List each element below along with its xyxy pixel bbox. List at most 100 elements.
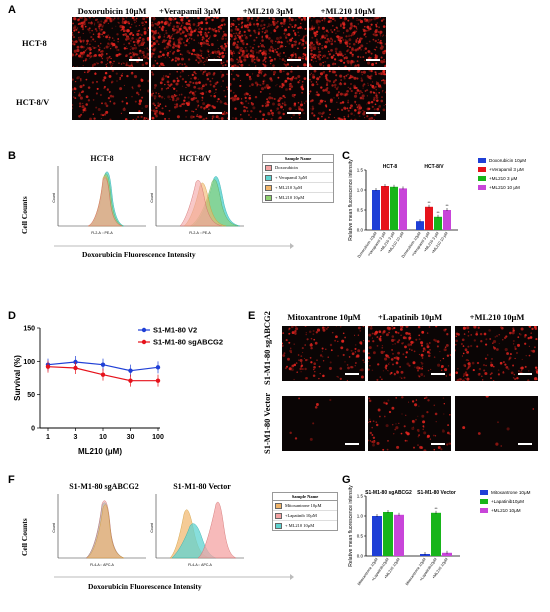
legend-swatch [275,502,282,509]
data-point [73,365,78,371]
legend-label: +ML210 10 μM [489,185,520,190]
panel-f-title-1: S1-M1-80 Vector [173,482,231,491]
significance-label: ** [427,200,431,205]
y-tick-label: 0.5 [357,208,364,213]
legend-swatch [478,185,486,190]
scale-bar [345,443,359,445]
panel-f-histogram-0: FL4-A :: APC-A Count [52,494,146,567]
y-tick-label: 1.0 [357,188,364,193]
panel-letter-c: C [342,150,350,162]
legend-swatch [265,184,272,191]
panel-a-col-0: Doxorubicin 10μM [77,6,147,16]
panel-letter-g: G [342,474,351,486]
legend-label: Mitoxantrone 10μM [285,503,322,508]
panel-e-col-1: +Lapatinib 10μM [377,312,443,322]
legend-label: Doxorubicin [275,165,298,170]
panel-a-image-0-1 [151,17,228,67]
significance-label: ** [434,506,438,511]
bar [399,188,407,230]
panel-letter-d: D [8,310,16,322]
panel-a-col-2: +ML210 3μM [242,6,294,16]
panel-e-image-0-1 [368,326,451,381]
y-axis-label: Survival (%) [13,355,22,401]
group-label: HCT-8 [383,164,398,170]
scale-bar [518,373,532,375]
panel-a-image-1-1 [151,70,228,120]
panel-a-row-1: HCT-8/V [16,97,50,107]
panel-f-histogram-1: FL4-A :: APC-A Count [150,494,244,567]
panel-a-image-0-2 [230,17,307,67]
scale-bar [129,59,143,61]
panel-f-title-0: S1-M1-80 sgABCG2 [69,482,139,491]
legend-swatch [478,176,486,181]
x-tick-label: 30 [127,434,135,441]
y-tick-label: 0 [31,426,35,433]
panel-b-legend: Sample Name Doxorubicin + Verapamil 3μM + … [262,154,334,203]
panel-a-image-0-0 [72,17,149,67]
bar [443,210,451,230]
panel-f-legend-item: Mitoxantrone 10μM [273,501,337,511]
scale-bar [431,443,445,445]
bar [372,516,382,556]
panel-f-axis-y-1: Count [150,523,154,532]
bar [390,186,398,230]
panel-b-title-1: HCT-8/V [179,154,211,163]
panel-b-legend-item: + ML210 3μM [263,183,333,193]
y-tick-label: 0.5 [357,534,364,539]
legend-label: S1-M1-80 V2 [153,326,197,335]
y-axis-label: Relative mean fluorescence intensity [348,159,354,241]
group-label: S1-M1-80 sgABCG2 [365,490,412,496]
panel-b-histogram-1: FL2-A :: PE-A Count [150,166,244,235]
bar [381,186,389,230]
legend-swatch [478,158,486,163]
panel-e-image-0-2 [455,326,538,381]
data-point [100,372,106,377]
significance-label: ** [445,203,449,208]
panel-e-image-0-0 [282,326,365,381]
panel-b-axis-y-0: Count [52,193,56,202]
group-label: HCT-8/V [424,164,444,170]
scale-bar [129,112,143,114]
scale-bar [345,373,359,375]
bar [442,552,452,556]
legend-marker [141,327,147,333]
legend-label: +Verapamil 3 μM [489,167,524,172]
legend-label: +Lapatinib10μM [491,499,524,504]
panel-a-row-0: HCT-8 [22,38,47,48]
panel-f-ylabel: Cell Counts [20,518,29,556]
panel-b-axis-y-1: Count [150,193,154,202]
bar [434,216,442,230]
panel-letter-a: A [8,4,16,16]
legend-label: +Lapatinib 10μM [285,513,317,518]
panel-e-col-2: +ML210 10μM [469,312,525,322]
panel-b-axis-x-0: FL2-A :: PE-A [91,231,113,235]
legend-label: +ML210 10μM [491,508,521,513]
panel-f-xlabel: Doxorubicin Fluorescence Intensity [88,582,202,591]
panel-a-col-1: +Verapamil 3μM [159,6,221,16]
bar [372,190,380,230]
panel-f-axis-y-0: Count [52,523,56,532]
panel-e-row-1: S1-M1-80 Vector [262,392,272,454]
panel-b-legend-item: Doxorubicin [263,163,333,173]
x-tick-label: 1 [46,434,50,441]
legend-swatch [480,490,488,495]
panel-f-axis-x-0: FL4-A :: APC-A [90,563,114,567]
bar [425,206,433,230]
panel-b-histogram-0: FL2-A :: PE-A Count [52,166,146,235]
scale-bar [366,59,380,61]
panel-f-legend-item: + ML210 10μM [273,521,337,530]
scale-bar [518,443,532,445]
legend-swatch [275,512,282,519]
scale-bar [431,373,445,375]
panel-b-arrow [54,243,294,249]
legend-swatch [265,174,272,181]
bar [394,514,404,556]
legend-swatch [478,167,486,172]
legend-label: Doxorubicin 10μM [489,158,526,163]
panel-b-title-0: HCT-8 [90,154,114,163]
x-axis-label: ML210 (μM) [78,447,122,456]
panel-e-image-1-1 [368,396,451,451]
legend-label: +ML210 3 μM [489,176,517,181]
